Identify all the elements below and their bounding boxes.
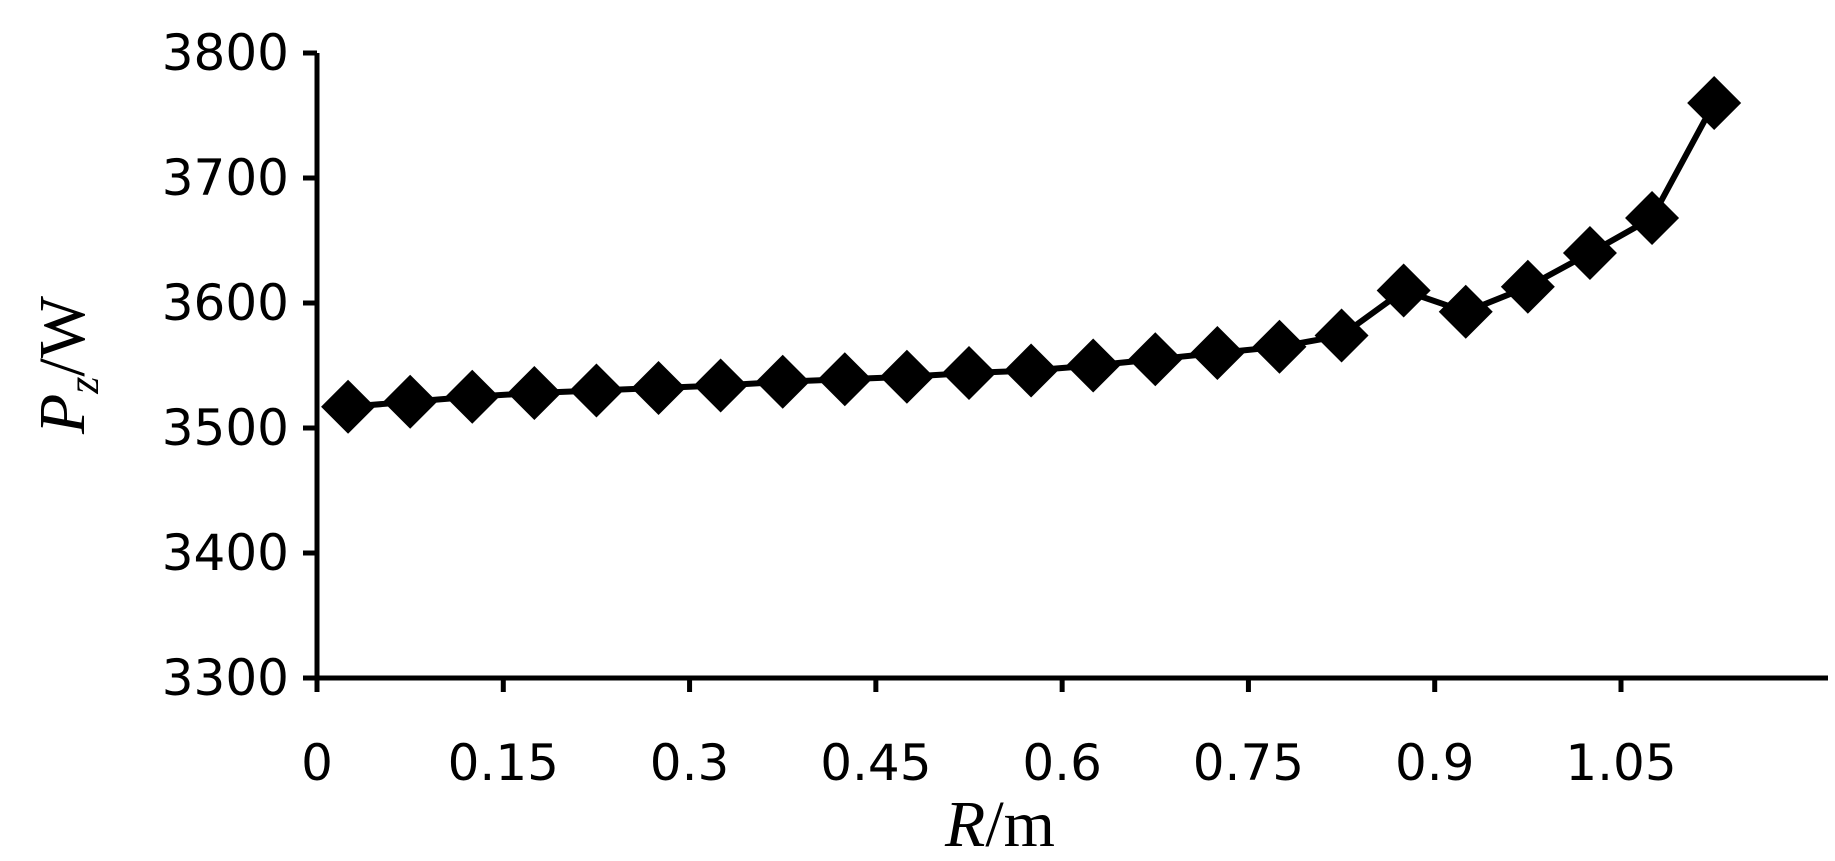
x-tick-label: 0.6 <box>1022 734 1102 792</box>
data-point-marker <box>569 363 624 418</box>
y-tick-label: 3700 <box>162 149 289 207</box>
data-point-marker <box>1687 76 1742 130</box>
y-tick-label: 3500 <box>162 399 289 457</box>
data-point-marker <box>1438 284 1493 339</box>
data-point-marker <box>879 349 934 404</box>
x-tick-label: 1.05 <box>1565 734 1676 792</box>
y-tick-label: 3600 <box>162 274 289 332</box>
x-axis-title-unit: /m <box>985 788 1055 861</box>
data-point-marker <box>693 358 748 413</box>
data-point-marker <box>321 379 376 434</box>
data-point-marker <box>755 354 810 409</box>
data-point-marker <box>631 361 686 415</box>
data-point-marker <box>1004 343 1059 398</box>
data-point-marker <box>445 369 500 424</box>
data-point-marker <box>507 366 562 420</box>
x-tick-label: 0 <box>301 734 333 792</box>
x-tick-label: 0.9 <box>1395 734 1475 792</box>
x-ticks: 0 0.15 0.3 0.45 0.6 0.75 0.9 1.05 <box>301 678 1677 792</box>
x-tick-label: 0.15 <box>448 734 559 792</box>
data-point-marker <box>383 374 438 429</box>
data-point-marker <box>1562 226 1617 280</box>
x-tick-label: 0.45 <box>820 734 931 792</box>
data-point-marker <box>942 346 996 400</box>
data-point-marker <box>817 352 872 407</box>
y-tick-label: 3400 <box>162 524 289 582</box>
y-ticks: 3300 3400 3500 3600 3700 3800 <box>162 24 317 707</box>
x-tick-label: 0.75 <box>1193 734 1304 792</box>
data-point-marker <box>1314 308 1369 363</box>
y-axis-title: Pz/W <box>26 295 108 435</box>
x-tick-label: 0.3 <box>650 734 730 792</box>
x-axis-title: R/m <box>944 788 1055 861</box>
x-axis-title-main: R <box>944 788 985 861</box>
data-point-marker <box>1128 332 1183 387</box>
data-point-marker <box>1500 259 1555 314</box>
y-axis-title-sub: z <box>59 377 108 395</box>
y-axis-title-unit: /W <box>26 295 99 376</box>
y-tick-label: 3300 <box>162 649 289 707</box>
data-point-marker <box>1066 338 1121 393</box>
data-point-marker <box>1376 263 1431 318</box>
series-group <box>321 76 1742 434</box>
data-point-marker <box>1625 191 1680 245</box>
y-tick-label: 3800 <box>162 24 289 82</box>
data-point-marker <box>1252 319 1307 374</box>
axes <box>314 53 1828 681</box>
y-axis-title-main: P <box>26 394 99 435</box>
data-point-marker <box>1190 326 1245 380</box>
